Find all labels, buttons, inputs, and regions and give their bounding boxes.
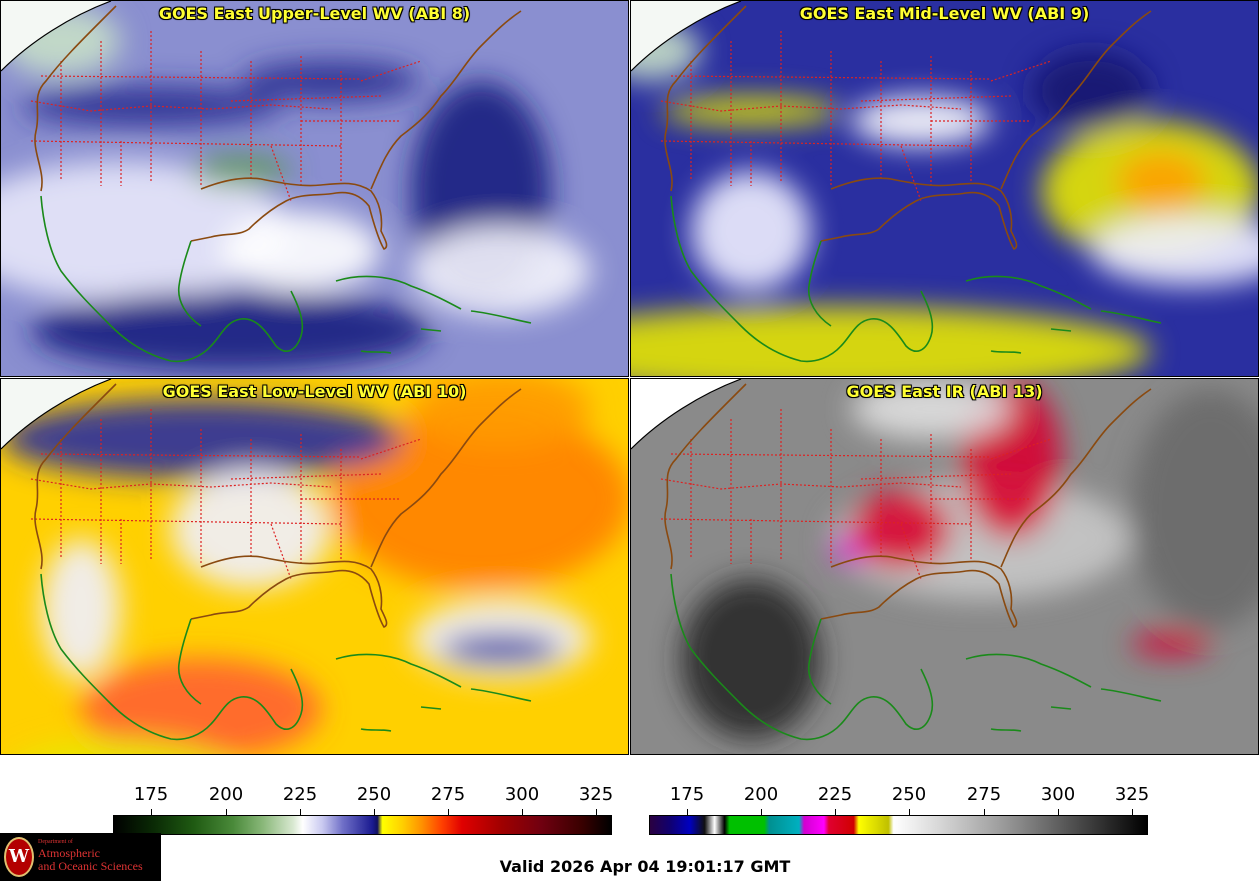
ir-tick-label: 200: [743, 784, 779, 805]
wv-tick-mark: [151, 809, 152, 815]
ir-tick-mark: [984, 809, 985, 815]
ir-tick-label: 300: [1040, 784, 1076, 805]
wv-tick-label: 200: [208, 784, 244, 805]
valid-time: Valid 2026 Apr 04 19:01:17 GMT: [499, 857, 791, 876]
wv-colorbar: [113, 815, 612, 835]
ir-tick-mark: [1058, 809, 1059, 815]
wv-tick-mark: [522, 809, 523, 815]
logo-line-3: and Oceanic Sciences: [38, 859, 143, 873]
wv-tick-label: 175: [133, 784, 169, 805]
ir-colorbar: [649, 815, 1148, 835]
ir-tick-label: 225: [817, 784, 853, 805]
wv-tick-mark: [226, 809, 227, 815]
wv-tick-mark: [300, 809, 301, 815]
wv-tick-label: 300: [504, 784, 540, 805]
map-mid-wv: [631, 1, 1258, 376]
ir-tick-label: 175: [669, 784, 705, 805]
wv-tick-mark: [374, 809, 375, 815]
panel-title: GOES East Low-Level WV (ABI 10): [162, 382, 467, 401]
map-upper-wv: [1, 1, 628, 376]
wv-tick-label: 325: [578, 784, 614, 805]
panel-mid-wv: GOES East Mid-Level WV (ABI 9): [630, 0, 1259, 377]
map-ir: [631, 379, 1258, 754]
ir-tick-mark: [1132, 809, 1133, 815]
map-low-wv: [1, 379, 628, 754]
wv-tick-mark: [596, 809, 597, 815]
panel-title: GOES East Upper-Level WV (ABI 8): [158, 4, 471, 23]
aos-logo: W Department of Atmospheric and Oceanic …: [0, 833, 161, 881]
ir-tick-mark: [909, 809, 910, 815]
ir-tick-label: 275: [966, 784, 1002, 805]
ir-tick-mark: [835, 809, 836, 815]
wv-tick-label: 225: [282, 784, 318, 805]
ir-tick-label: 250: [891, 784, 927, 805]
logo-line-1: Department of: [38, 839, 73, 845]
ir-tick-label: 325: [1114, 784, 1150, 805]
panel-low-wv: GOES East Low-Level WV (ABI 10): [0, 378, 629, 755]
logo-line-2: Atmospheric: [38, 846, 100, 860]
panel-ir: GOES East IR (ABI 13): [630, 378, 1259, 755]
uw-seal-icon: W: [4, 837, 34, 877]
ir-tick-mark: [761, 809, 762, 815]
ir-tick-mark: [687, 809, 688, 815]
panel-upper-wv: GOES East Upper-Level WV (ABI 8): [0, 0, 629, 377]
wv-tick-label: 250: [356, 784, 392, 805]
panel-title: GOES East IR (ABI 13): [846, 382, 1043, 401]
panel-title: GOES East Mid-Level WV (ABI 9): [799, 4, 1090, 23]
wv-tick-mark: [448, 809, 449, 815]
wv-tick-label: 275: [430, 784, 466, 805]
